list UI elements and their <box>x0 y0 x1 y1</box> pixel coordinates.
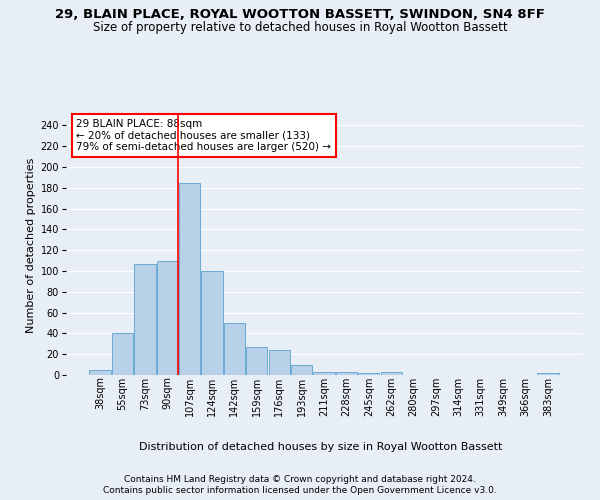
Bar <box>380 372 402 375</box>
Bar <box>224 323 245 375</box>
Text: 29 BLAIN PLACE: 88sqm
← 20% of detached houses are smaller (133)
79% of semi-det: 29 BLAIN PLACE: 88sqm ← 20% of detached … <box>76 119 331 152</box>
Bar <box>336 372 357 375</box>
Bar <box>112 334 133 375</box>
Bar <box>537 373 559 375</box>
Bar <box>179 182 200 375</box>
Bar <box>157 260 178 375</box>
Text: Distribution of detached houses by size in Royal Wootton Bassett: Distribution of detached houses by size … <box>139 442 503 452</box>
Bar <box>358 373 379 375</box>
Bar <box>291 364 312 375</box>
Text: Contains HM Land Registry data © Crown copyright and database right 2024.: Contains HM Land Registry data © Crown c… <box>124 475 476 484</box>
Text: Contains public sector information licensed under the Open Government Licence v3: Contains public sector information licen… <box>103 486 497 495</box>
Text: Size of property relative to detached houses in Royal Wootton Bassett: Size of property relative to detached ho… <box>92 21 508 34</box>
Bar <box>134 264 155 375</box>
Bar <box>313 372 335 375</box>
Bar <box>202 271 223 375</box>
Bar <box>246 347 268 375</box>
Bar <box>269 350 290 375</box>
Text: 29, BLAIN PLACE, ROYAL WOOTTON BASSETT, SWINDON, SN4 8FF: 29, BLAIN PLACE, ROYAL WOOTTON BASSETT, … <box>55 8 545 20</box>
Y-axis label: Number of detached properties: Number of detached properties <box>26 158 36 332</box>
Bar <box>89 370 111 375</box>
